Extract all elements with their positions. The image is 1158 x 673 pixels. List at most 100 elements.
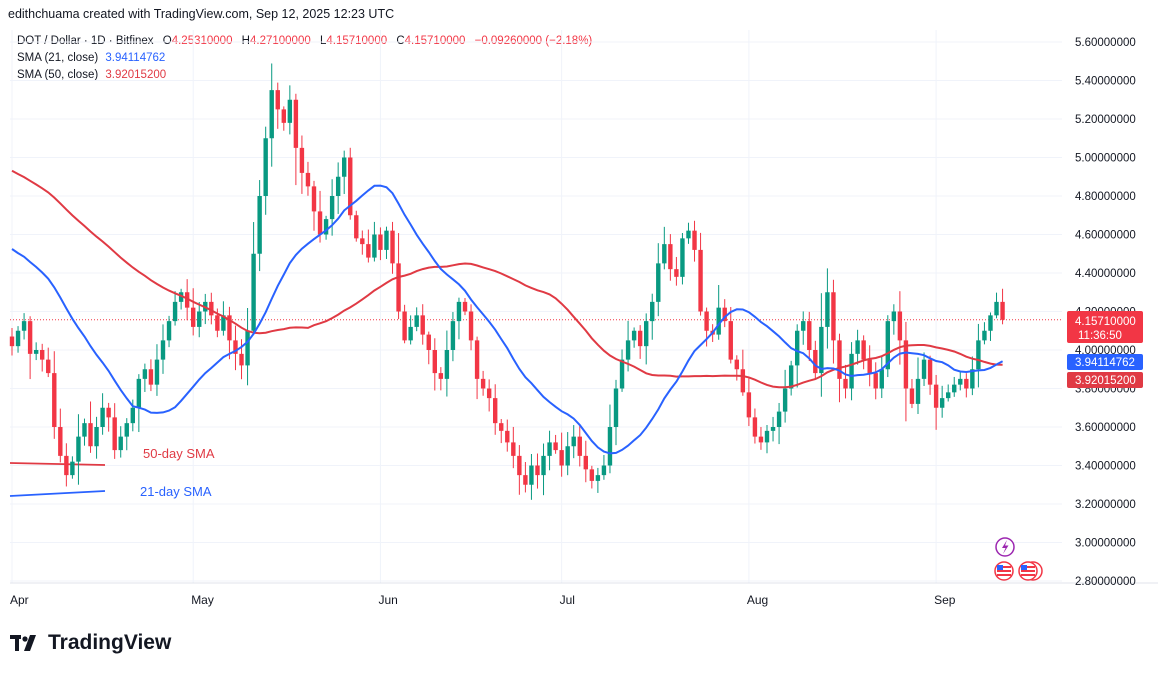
candle [178,288,184,310]
candle-body [625,340,631,360]
candle-body [577,436,582,456]
candle [644,313,649,365]
candle-body [480,378,486,389]
candle [770,416,776,442]
symbol-name: DOT / Dollar · 1D · Bitfinex [17,35,154,47]
candle-body [994,301,999,316]
candle-body [348,157,353,216]
us-flag-icon[interactable] [994,561,1014,581]
candle-body [607,427,613,466]
y-tick-label: 3.60000000 [1075,422,1136,434]
candle [722,299,727,328]
candle-body [468,311,474,341]
candle [843,364,848,399]
candle-body [323,219,329,235]
last-price-tag: 4.15710000 11:36:50 [1067,311,1143,343]
symbol-legend: DOT / Dollar · 1D · Bitfinex O4.25310000… [17,35,592,47]
tradingview-brand-text: TradingView [48,631,172,654]
candle [807,311,812,362]
candle [221,301,226,336]
candle [505,419,510,452]
candle-body [776,411,782,427]
candle [82,418,87,446]
candle [976,323,981,388]
candle [27,316,33,380]
candle [378,227,383,261]
candle-body [819,326,824,374]
candle-body [746,392,752,418]
candle [456,297,462,340]
candle-body [782,388,788,412]
candle [426,331,431,365]
candle [939,385,945,418]
candle [988,312,993,341]
candle-body [311,186,317,212]
candle-body [40,350,45,360]
candle [462,298,468,316]
candle-body [130,407,135,424]
tradingview-logo[interactable]: TradingView [10,631,171,655]
candle-body [88,423,93,447]
candle [686,222,691,244]
candle [867,345,872,387]
candle-body [837,340,842,379]
candle [160,324,166,374]
candle [553,434,558,454]
candle-body [414,315,419,327]
lightning-icon[interactable] [995,537,1015,557]
sma50-line [11,169,1003,389]
us-flag-icon-stack[interactable] [1018,561,1043,581]
sma50-annotation-line [9,462,106,466]
candle [323,215,329,240]
candle [94,416,99,459]
candle-body [988,315,993,331]
candle-body [571,436,576,447]
candle [305,161,311,196]
candle [197,302,202,338]
candle-body [148,369,154,385]
candle-body [209,301,214,316]
candle-body [861,340,866,360]
candle-body [517,455,522,476]
candle [764,425,770,454]
candle [680,233,685,285]
candle [112,403,117,459]
candle-body [583,455,588,470]
candle [825,268,830,349]
candle-body [342,157,347,177]
candle-body [384,230,389,250]
sma-lines [11,169,1004,455]
candle [601,455,607,480]
candle-body [257,196,262,254]
candle-body [287,99,293,123]
candle [692,220,697,262]
candle [571,425,576,459]
candle-body [903,340,909,389]
candle-body [9,336,15,347]
candle [795,324,800,388]
candle-body [456,301,462,322]
candle [529,453,534,500]
candle [335,162,341,214]
x-tick-label: Jun [378,593,397,607]
candle-body [982,330,987,341]
candle [142,363,148,392]
candle-body [843,378,848,389]
candle [946,384,951,402]
candle [209,292,214,325]
candle [813,340,818,380]
ohlc-open: O4.25310000 [162,35,233,47]
candle [148,359,154,392]
candle-body [245,330,250,366]
candle-body [964,378,969,389]
candle-body [154,359,160,385]
candle-body [390,230,395,264]
candle [499,419,504,444]
candle [861,335,866,370]
candle [523,462,528,493]
candle-body [52,373,57,427]
candle [438,367,444,391]
candle-body [589,469,595,481]
candle [619,349,625,392]
